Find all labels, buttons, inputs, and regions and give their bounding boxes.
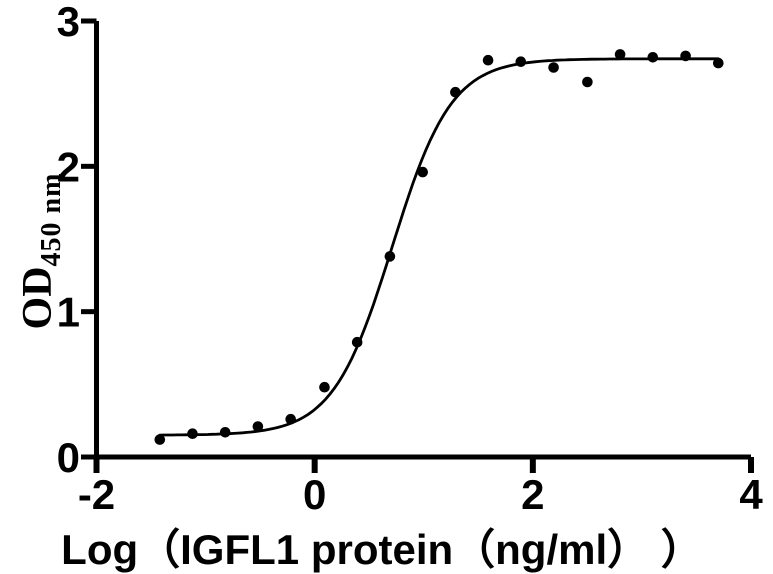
data-point bbox=[482, 54, 494, 66]
data-point bbox=[417, 166, 429, 178]
data-point bbox=[187, 428, 198, 440]
y-tick-label: 1 bbox=[57, 289, 80, 336]
y-axis-title-subscript: 450 nm bbox=[36, 172, 67, 267]
x-tick-label: 2 bbox=[521, 471, 544, 518]
x-tick-label: 0 bbox=[303, 471, 326, 518]
data-point bbox=[614, 49, 626, 60]
data-point bbox=[154, 434, 166, 445]
data-point bbox=[680, 50, 691, 62]
y-tick-label: 3 bbox=[57, 0, 80, 45]
y-axis-title: OD 450 nm bbox=[15, 166, 67, 336]
x-tick-label: 4 bbox=[739, 471, 763, 518]
data-point bbox=[219, 427, 231, 438]
y-axis-title-main: OD bbox=[15, 266, 61, 330]
data-point bbox=[319, 381, 330, 393]
data-point bbox=[351, 336, 363, 348]
x-tick-label: -2 bbox=[78, 471, 115, 518]
data-point bbox=[252, 421, 264, 432]
data-point bbox=[582, 76, 593, 88]
y-tick-label: 2 bbox=[57, 143, 80, 190]
x-axis-title: Log（IGFL1 protein（ng/ml） ） bbox=[61, 526, 703, 573]
data-point bbox=[285, 413, 297, 425]
fit-curve bbox=[158, 57, 720, 437]
data-point bbox=[450, 86, 461, 98]
data-point bbox=[647, 52, 659, 63]
data-point bbox=[713, 57, 724, 69]
data-point bbox=[384, 251, 396, 262]
y-tick-label: 0 bbox=[57, 434, 80, 481]
data-point bbox=[548, 62, 559, 73]
data-point bbox=[515, 56, 527, 67]
